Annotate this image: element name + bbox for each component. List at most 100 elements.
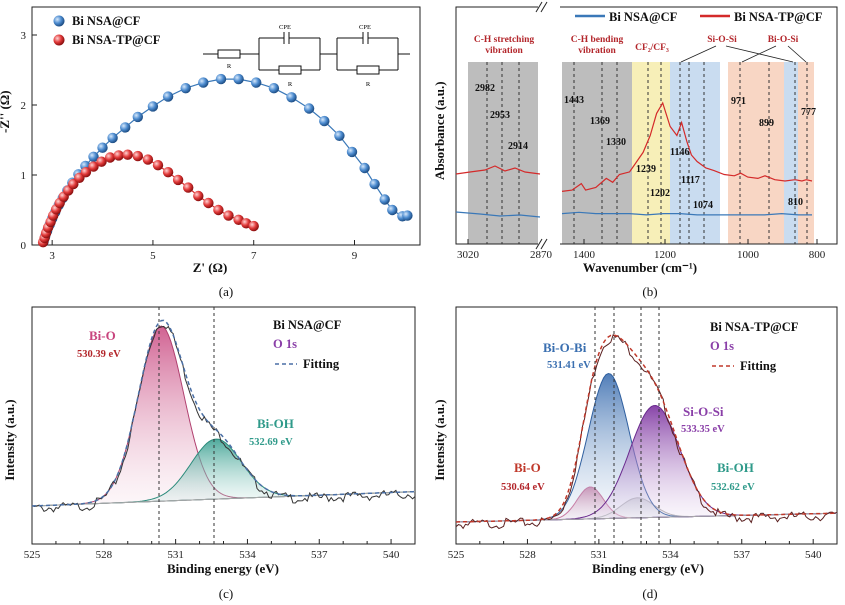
c-xtick-label: 525 [24,549,41,561]
data-point-series-0 [162,91,174,102]
a-xtick-label: 3 [49,250,55,262]
data-point-series-1 [104,152,116,163]
c-xtick-label: 534 [239,549,256,561]
pk-2982: 2982 [475,83,495,94]
group-si-o-si: Si-O-Si [707,35,737,45]
a-ytick-label: 2 [21,100,27,112]
c-sample: Bi NSA@CF [273,318,342,332]
legend-b-bi-nsa-tp: Bi NSA-TP@CF [734,10,823,24]
data-point-series-1 [132,150,143,162]
panel-d-xps: Bi-O-Bi 531.41 eV Si-O-Si 533.35 eV Bi-O… [432,306,838,601]
data-point-series-1 [203,197,214,209]
panel-a-ylabel: -Z'' (Ω) [0,90,12,133]
d-core-level: O 1s [710,339,734,353]
data-point-series-0 [198,77,209,88]
data-point-series-1 [142,154,154,165]
panel-a-xlabel: Z' (Ω) [193,260,228,275]
peak-lines [486,62,808,244]
panel-c-xps: Bi-O 530.39 eV Bi-OH 532.69 eV Bi NSA@CF… [2,306,416,601]
data-point-series-0 [402,210,413,221]
c-xtick-label: 537 [311,549,328,561]
legend-a-red-marker [53,34,65,46]
b-xtick-1000: 1000 [737,249,760,261]
a-xtick-label: 9 [352,250,358,262]
panel-a-frame [31,6,421,246]
a-xtick-label: 5 [150,250,156,262]
circuit-cpe1: CPE [279,24,291,31]
c-core-level: O 1s [273,337,297,351]
data-point-series-1 [183,182,194,193]
circuit-r1: R [227,63,232,70]
d-xtick-label: 528 [519,549,536,561]
pk-810: 810 [788,197,803,208]
break-mark-1 [535,1,543,13]
c-energy-bi-oh: 532.69 eV [249,437,293,448]
pk-1330: 1330 [606,137,626,148]
band-bi-o-si-1 [728,62,784,244]
group-bi-o-si: Bi-O-Si [768,35,799,45]
pk-2914: 2914 [508,141,528,152]
pk-1239: 1239 [636,164,656,175]
pk-2953: 2953 [490,110,510,121]
c-energy-bi-o: 530.39 eV [77,349,121,360]
c-fit-legend: Fitting [303,357,340,371]
band-bi-o-si-2 [798,62,814,244]
data-point-series-0 [379,194,390,205]
pk-1202: 1202 [650,188,670,199]
d-xtick-label: 540 [805,549,822,561]
data-point-series-0 [97,142,108,153]
d-xtick-label: 531 [591,549,608,561]
a-ytick-label: 1 [21,170,27,182]
pk-1146: 1146 [670,147,689,158]
c-xtick-label: 528 [96,549,113,561]
d-energy-si-o-si: 533.35 eV [681,424,725,435]
pk-1369: 1369 [590,116,610,127]
data-point-series-1 [248,220,259,232]
a-ytick-label: 3 [21,30,27,42]
peak-bi-oh [31,438,416,507]
data-point-series-0 [233,73,244,85]
a-xtick-label: 7 [251,250,257,262]
break-mark-4 [540,238,548,250]
panel-a-label: (a) [219,284,233,299]
group-ch-stretching-1: C-H stretching [474,35,534,45]
data-point-series-0 [132,111,143,123]
c-label-bi-o: Bi-O [89,328,116,343]
d-label-si-o-si: Si-O-Si [683,404,724,419]
data-point-series-0 [359,162,370,174]
pk-971: 971 [731,96,746,107]
panel-a-ticks: 3 5 7 9 0 1 2 3 [21,30,358,262]
panel-d-xlabel: Binding energy (eV) [592,561,704,576]
panel-d-ylabel: Intensity (a.u.) [432,399,447,480]
b-xtick-1200: 1200 [654,249,677,261]
fitting-curve [455,334,838,523]
data-point-series-1 [223,210,234,221]
group-cf: CF₂/CF₃ [635,43,669,53]
panel-b-xlabel: Wavenumber (cm⁻¹) [583,260,697,275]
band-cf [632,62,670,244]
pk-1117: 1117 [681,175,700,186]
axis-break [538,4,560,250]
data-point-series-0 [88,151,99,162]
b-xtick-1400: 1400 [573,249,596,261]
data-point-series-1 [213,204,224,216]
peak-labels: 2982 2953 2914 1443 1369 1330 1239 1202 … [475,83,816,211]
legend-a-blue-marker [53,15,65,27]
raw-spectrum [455,333,838,530]
data-point-series-1 [152,160,164,171]
data-point-series-0 [251,77,262,88]
panel-a-nyquist: 3 5 7 9 0 1 2 3 -Z'' (Ω) Z' (Ω) (a) Bi NSA@CF B… [0,6,421,299]
d-fit-legend: Fitting [740,359,777,373]
d-energy-bi-oh: 532.62 eV [711,482,755,493]
d-xtick-label: 525 [448,549,465,561]
data-point-series-1 [113,150,124,161]
band-si-o-si-2 [784,62,798,244]
panel-c-label: (c) [219,586,233,601]
data-point-series-0 [334,130,345,141]
data-point-series-0 [319,115,330,127]
data-point-series-1 [193,190,204,202]
tp-curve-fingerprint [561,101,813,192]
circuit-r3: R [366,81,371,88]
break-mark-2 [540,1,548,13]
panel-b-label: (b) [642,284,657,299]
